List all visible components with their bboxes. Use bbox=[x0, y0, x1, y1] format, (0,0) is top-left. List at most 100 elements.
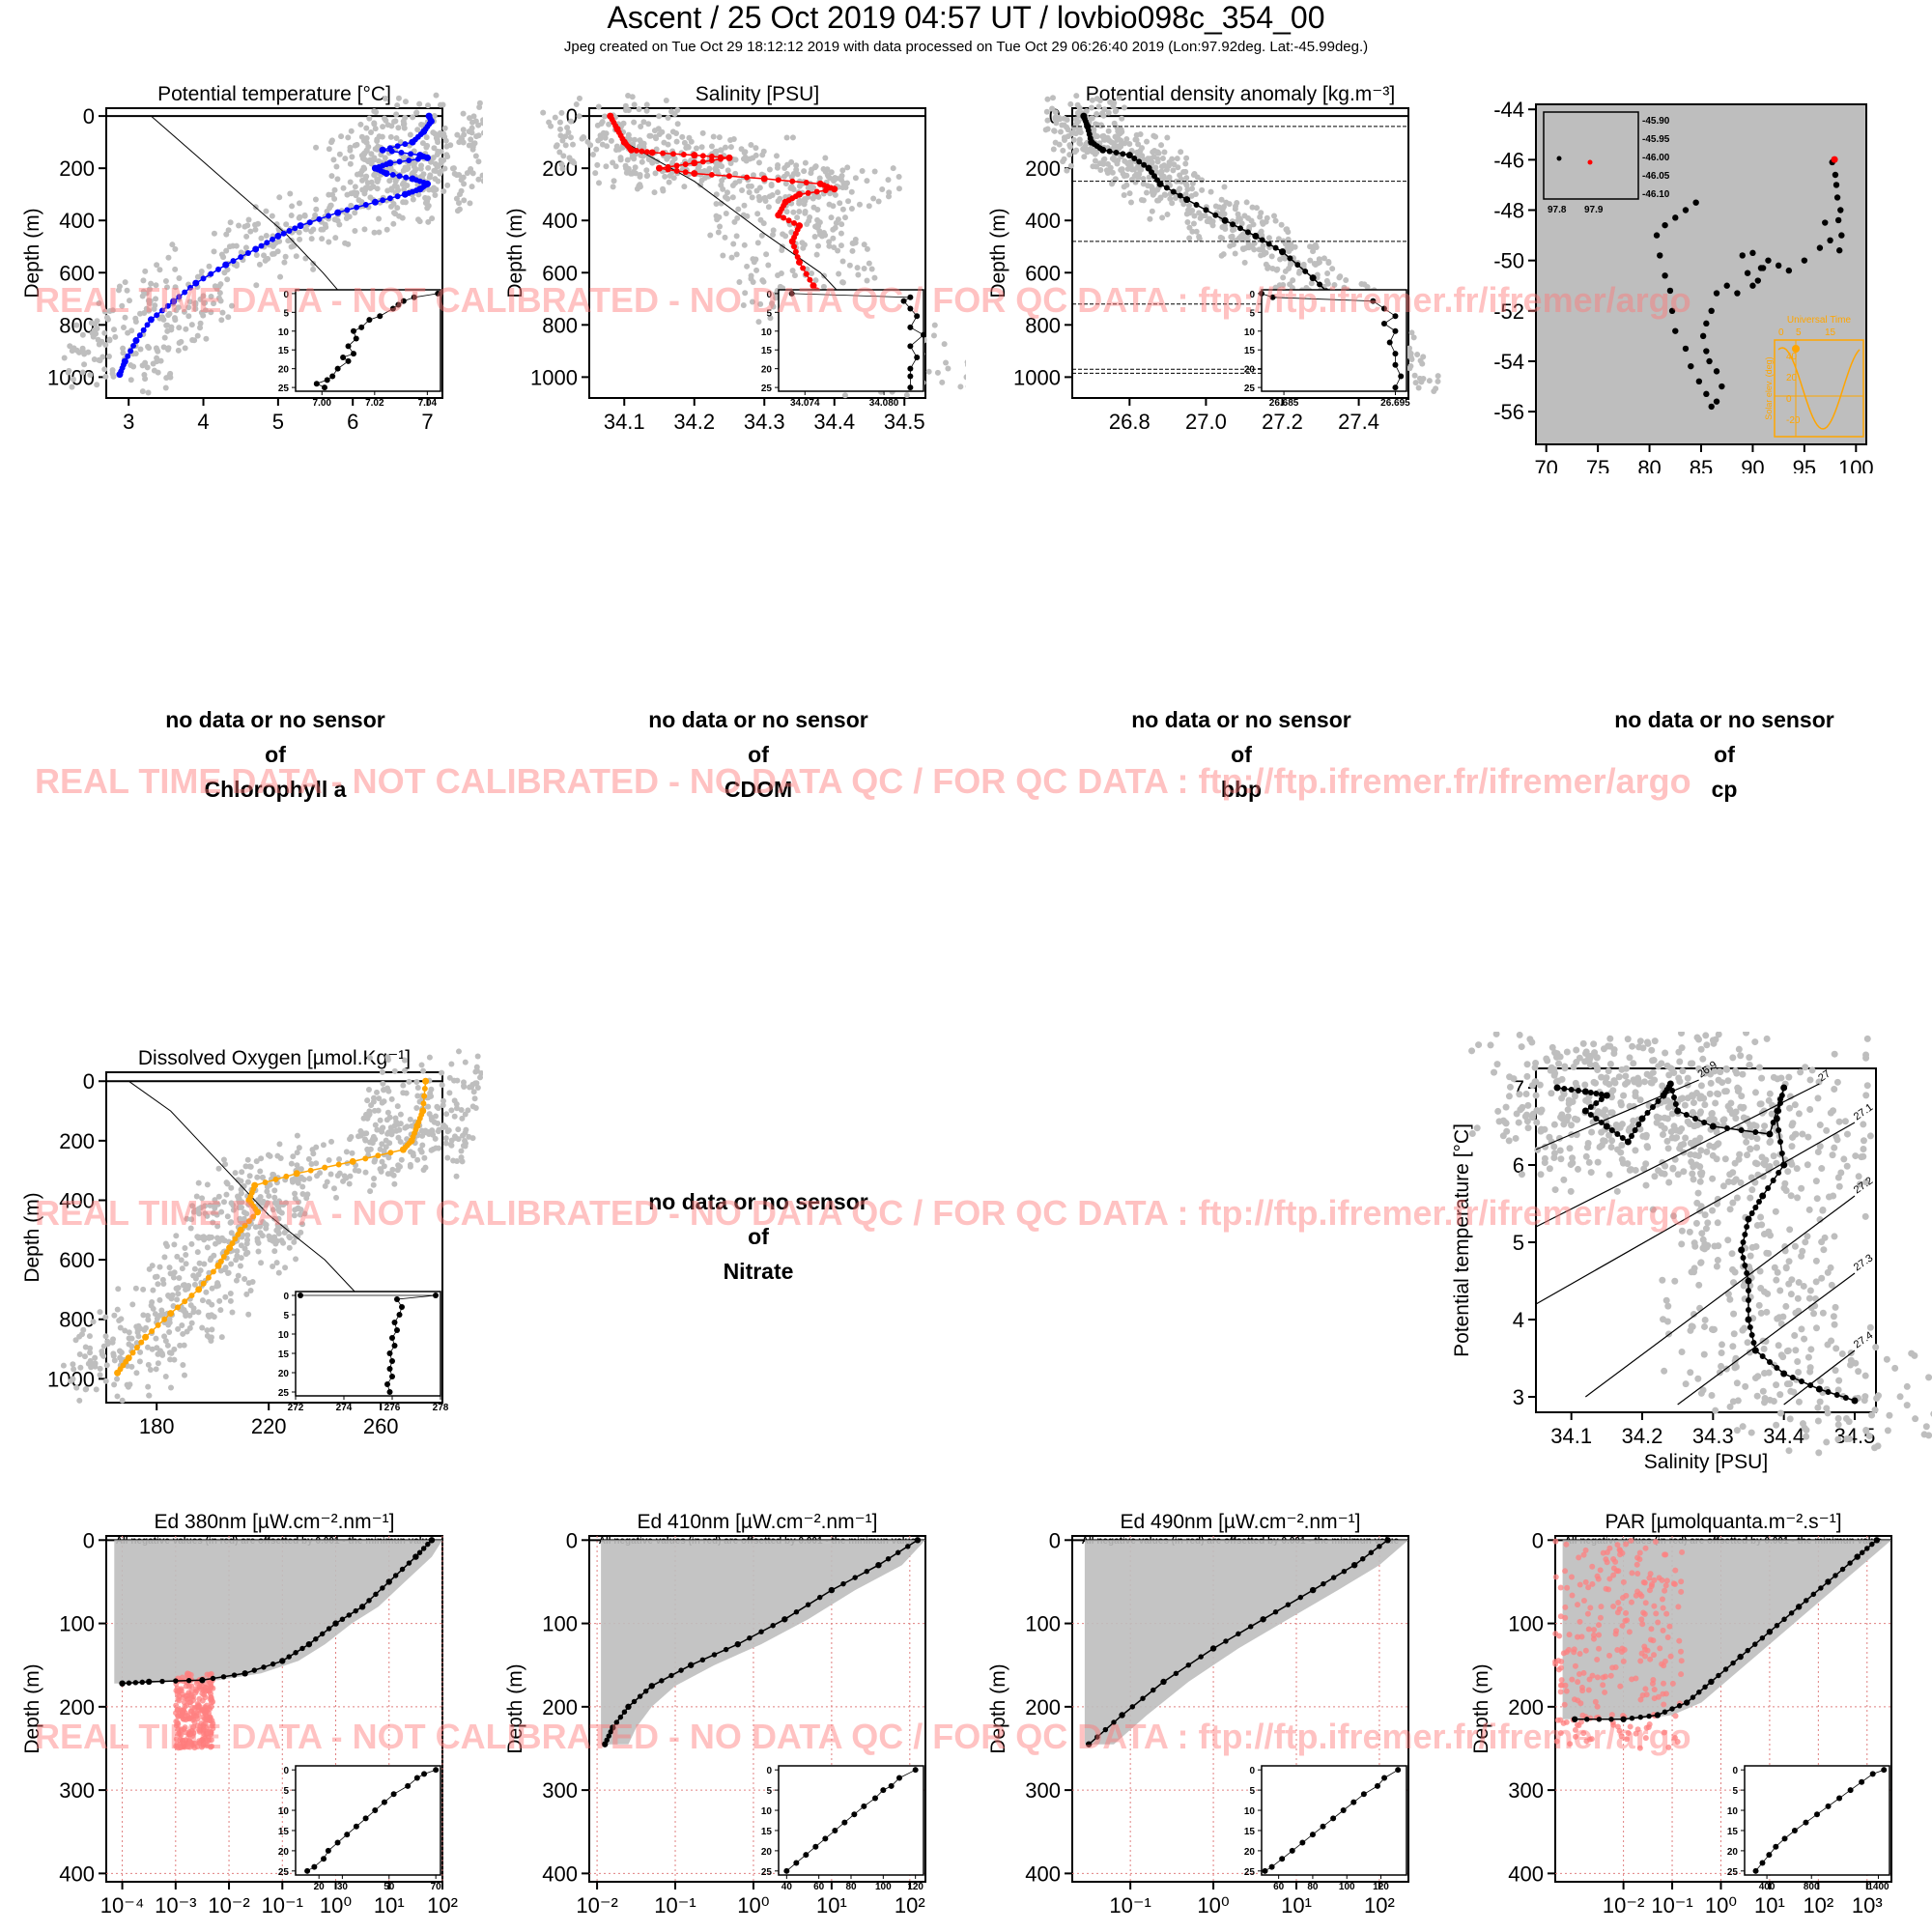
historical-point bbox=[844, 164, 851, 171]
historical-point bbox=[388, 1095, 395, 1102]
historical-point bbox=[831, 178, 838, 185]
data-point bbox=[210, 1675, 216, 1682]
historical-point bbox=[135, 1333, 142, 1340]
historical-point bbox=[1729, 1398, 1737, 1406]
historical-point bbox=[76, 1350, 83, 1357]
historical-point bbox=[60, 1362, 67, 1369]
historical-point bbox=[1049, 105, 1056, 112]
historical-point bbox=[597, 132, 604, 139]
historical-point bbox=[414, 1156, 421, 1163]
historical-point bbox=[841, 392, 848, 399]
historical-point bbox=[1678, 1240, 1686, 1248]
historical-point bbox=[397, 139, 404, 146]
historical-point bbox=[469, 1103, 476, 1110]
data-point bbox=[699, 153, 706, 159]
historical-point bbox=[1077, 129, 1084, 136]
historical-point bbox=[453, 195, 460, 202]
historical-point bbox=[456, 191, 463, 198]
historical-point bbox=[237, 1215, 243, 1222]
data-point bbox=[1766, 1130, 1774, 1138]
historical-point bbox=[728, 254, 735, 261]
historical-point bbox=[1408, 329, 1415, 336]
historical-point bbox=[1860, 1152, 1867, 1160]
historical-point bbox=[447, 142, 454, 149]
y-tick-label: 600 bbox=[542, 261, 578, 285]
data-point bbox=[1777, 1100, 1783, 1106]
historical-point bbox=[790, 209, 797, 215]
historical-point bbox=[469, 184, 475, 190]
historical-point bbox=[205, 1298, 212, 1305]
historical-point bbox=[564, 125, 571, 131]
historical-point bbox=[1856, 1180, 1863, 1188]
historical-point bbox=[379, 1158, 385, 1165]
historical-point bbox=[253, 1158, 260, 1165]
historical-point bbox=[1694, 1189, 1702, 1197]
historical-point bbox=[1695, 1281, 1703, 1289]
historical-point bbox=[1834, 1386, 1842, 1394]
historical-point bbox=[1802, 1064, 1809, 1071]
historical-point bbox=[281, 259, 288, 266]
historical-point bbox=[444, 1154, 451, 1161]
sun-inset-y-label: 20 bbox=[1786, 373, 1798, 384]
trajectory-point bbox=[1832, 171, 1839, 179]
historical-point bbox=[297, 1211, 303, 1218]
historical-point bbox=[312, 196, 319, 203]
historical-point bbox=[314, 1173, 321, 1179]
historical-point bbox=[1558, 1094, 1566, 1102]
data-point bbox=[1780, 1084, 1788, 1092]
data-point bbox=[293, 1170, 300, 1178]
historical-point bbox=[398, 1156, 405, 1163]
historical-point bbox=[1629, 1042, 1636, 1050]
historical-point bbox=[81, 361, 88, 368]
historical-point bbox=[366, 115, 373, 122]
no-data-text: no data or no sensor bbox=[1131, 707, 1351, 732]
historical-point bbox=[372, 126, 379, 132]
x-tick-label: 75 bbox=[1586, 456, 1609, 473]
historical-point bbox=[219, 309, 226, 316]
historical-point bbox=[1257, 213, 1264, 220]
data-point bbox=[132, 337, 140, 345]
historical-point bbox=[374, 138, 381, 145]
no-data-variable: cp bbox=[1711, 777, 1738, 802]
historical-point bbox=[1800, 1282, 1807, 1290]
historical-point bbox=[1729, 1054, 1737, 1062]
historical-point bbox=[1816, 1143, 1824, 1151]
data-point bbox=[1624, 1138, 1632, 1146]
negative-value-point bbox=[209, 1722, 215, 1729]
historical-point bbox=[192, 299, 199, 306]
historical-point bbox=[391, 1122, 398, 1129]
historical-point bbox=[1726, 1206, 1734, 1213]
historical-point bbox=[1605, 1171, 1613, 1179]
historical-point bbox=[416, 100, 423, 107]
historical-point bbox=[105, 354, 112, 360]
x-tick-label: 5 bbox=[272, 410, 284, 434]
historical-point bbox=[1766, 1396, 1774, 1404]
historical-point bbox=[727, 159, 734, 166]
historical-point bbox=[252, 1224, 259, 1231]
data-point bbox=[214, 1262, 222, 1269]
historical-point bbox=[1570, 1063, 1577, 1070]
historical-point bbox=[303, 1195, 310, 1202]
data-point bbox=[272, 1176, 279, 1182]
historical-point bbox=[122, 279, 128, 286]
historical-point bbox=[382, 155, 388, 161]
trajectory-point bbox=[1713, 290, 1720, 297]
historical-point bbox=[1747, 1429, 1755, 1436]
historical-point bbox=[1706, 1090, 1714, 1097]
historical-point bbox=[310, 266, 317, 272]
historical-point bbox=[459, 1115, 466, 1122]
y-tick-label: 400 bbox=[1025, 209, 1061, 233]
historical-point bbox=[895, 174, 902, 181]
inset-x-tick-label: 7.02 bbox=[365, 398, 384, 409]
data-point bbox=[139, 1679, 146, 1686]
historical-point bbox=[666, 133, 672, 140]
historical-point bbox=[1812, 1324, 1820, 1332]
historical-point bbox=[472, 153, 479, 159]
historical-point bbox=[1649, 1206, 1657, 1213]
data-point bbox=[1842, 1395, 1849, 1401]
historical-point bbox=[207, 1257, 213, 1264]
historical-point bbox=[197, 325, 204, 331]
historical-point bbox=[1620, 1092, 1628, 1099]
historical-point bbox=[1109, 169, 1116, 176]
historical-point bbox=[191, 1265, 198, 1272]
